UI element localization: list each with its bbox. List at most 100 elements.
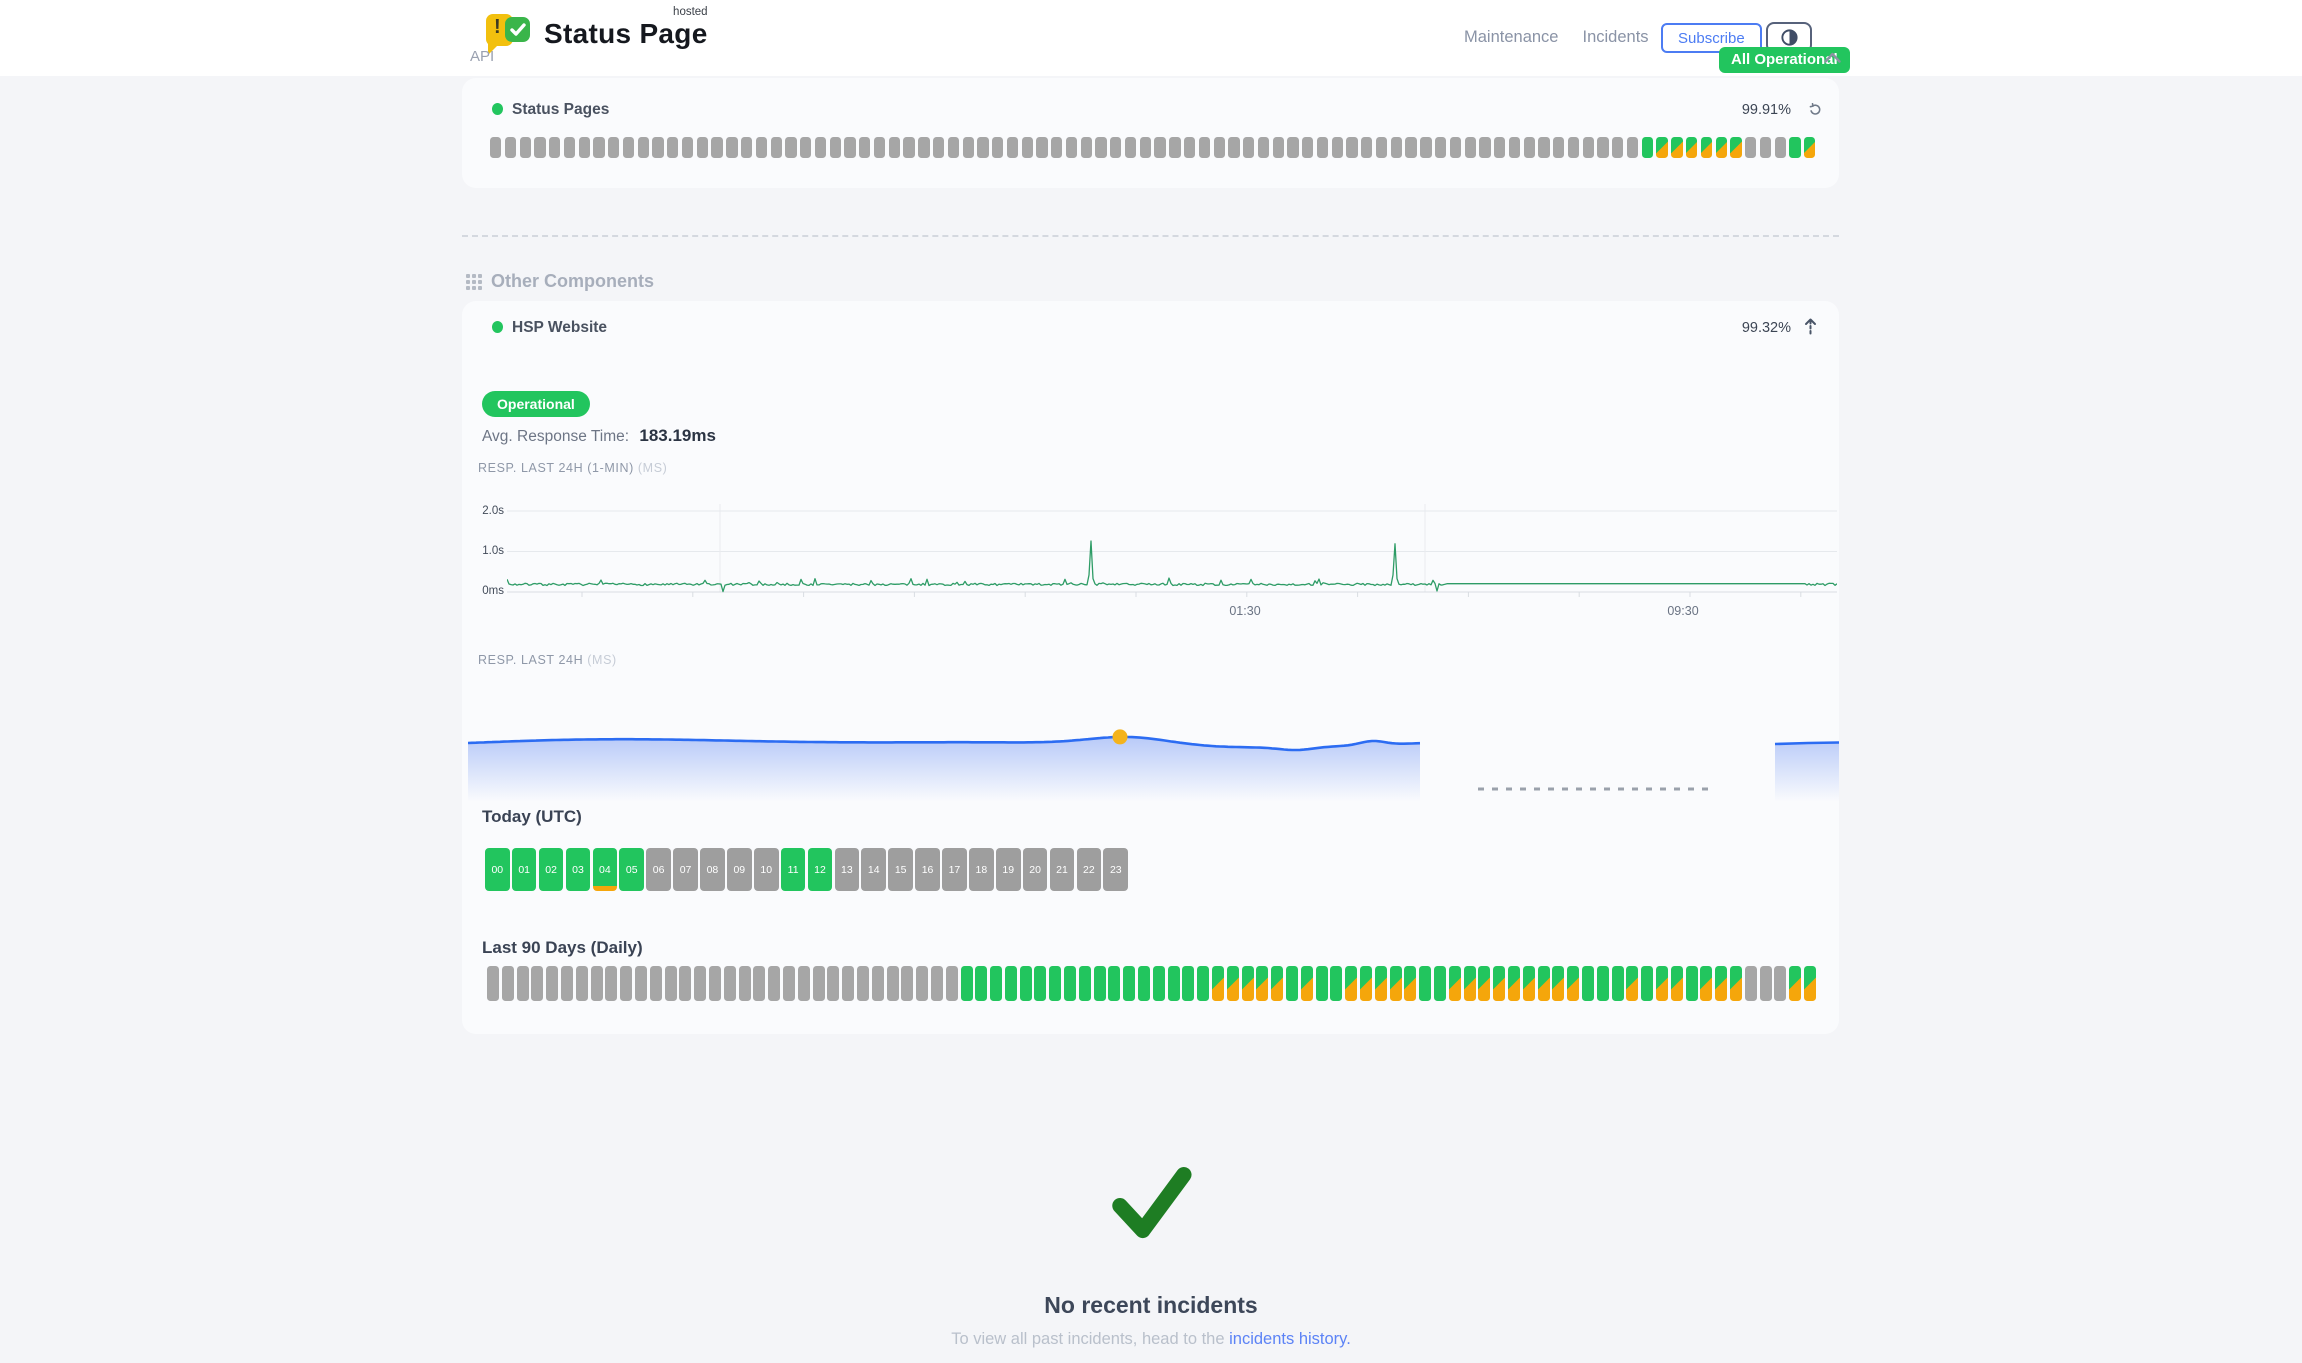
refresh-icon[interactable]: [1808, 103, 1823, 117]
uptime-bar[interactable]: [649, 966, 662, 1001]
uptime-bar[interactable]: [1300, 966, 1313, 1001]
uptime-bar[interactable]: [1759, 966, 1772, 1001]
uptime-bar[interactable]: [1228, 137, 1240, 158]
uptime-bar[interactable]: [1006, 137, 1019, 158]
uptime-bar[interactable]: [1019, 966, 1032, 1001]
hour-cell[interactable]: 04: [592, 848, 618, 891]
uptime-bar[interactable]: [1449, 137, 1462, 158]
uptime-bar[interactable]: [1671, 137, 1683, 158]
uptime-bar[interactable]: [1139, 137, 1151, 158]
uptime-bar[interactable]: [918, 137, 930, 158]
uptime-bar[interactable]: [726, 137, 738, 158]
uptime-bar[interactable]: [504, 137, 517, 158]
uptime-bar[interactable]: [696, 137, 709, 158]
uptime-bar[interactable]: [1626, 966, 1639, 1001]
uptime-bar[interactable]: [1051, 137, 1063, 158]
uptime-bar[interactable]: [812, 966, 825, 1001]
uptime-bar[interactable]: [578, 137, 590, 158]
uptime-bar[interactable]: [1478, 966, 1491, 1001]
uptime-bar[interactable]: [711, 137, 723, 158]
uptime-bar[interactable]: [1213, 137, 1225, 158]
uptime-bar[interactable]: [859, 137, 871, 158]
hour-cell[interactable]: 09: [727, 848, 752, 891]
uptime-bar[interactable]: [608, 137, 620, 158]
uptime-bar[interactable]: [1226, 966, 1239, 1001]
uptime-bar[interactable]: [1197, 966, 1210, 1001]
uptime-bar[interactable]: [634, 966, 647, 1001]
uptime-bar[interactable]: [932, 137, 945, 158]
uptime-bar[interactable]: [1360, 966, 1373, 1001]
uptime-bar[interactable]: [1152, 966, 1165, 1001]
uptime-bar[interactable]: [1493, 966, 1506, 1001]
uptime-bar[interactable]: [605, 966, 618, 1001]
uptime-bar[interactable]: [1715, 137, 1727, 158]
uptime-bar[interactable]: [1021, 137, 1033, 158]
uptime-bar[interactable]: [1507, 966, 1520, 1001]
uptime-bar[interactable]: [681, 137, 694, 158]
uptime-bar[interactable]: [797, 966, 810, 1001]
uptime-bar[interactable]: [694, 966, 707, 1001]
uptime-bar[interactable]: [901, 966, 914, 1001]
hour-cell[interactable]: 01: [511, 848, 537, 891]
hour-cell[interactable]: 13: [834, 848, 860, 891]
chevron-up-icon[interactable]: [1823, 51, 1842, 64]
uptime-bar[interactable]: [1700, 137, 1713, 158]
uptime-bar[interactable]: [1581, 966, 1594, 1001]
uptime-bar[interactable]: [1553, 137, 1565, 158]
uptime-bar[interactable]: [1523, 137, 1535, 158]
uptime-bar[interactable]: [1552, 966, 1565, 1001]
uptime-bar[interactable]: [1774, 966, 1787, 1001]
uptime-bar[interactable]: [1435, 137, 1447, 158]
uptime-bar[interactable]: [1124, 137, 1137, 158]
uptime-bar[interactable]: [1316, 137, 1329, 158]
hour-cell[interactable]: 06: [646, 848, 671, 891]
uptime-bar[interactable]: [501, 966, 514, 1001]
uptime-bar[interactable]: [1626, 137, 1639, 158]
uptime-bar[interactable]: [1271, 966, 1284, 1001]
uptime-bar[interactable]: [1345, 966, 1358, 1001]
uptime-bar[interactable]: [873, 137, 886, 158]
uptime-bar[interactable]: [1404, 966, 1417, 1001]
uptime-bar[interactable]: [975, 966, 988, 1001]
uptime-bar[interactable]: [1804, 137, 1816, 158]
hour-cell[interactable]: 20: [1022, 848, 1048, 891]
uptime-bar[interactable]: [1256, 966, 1269, 1001]
uptime-bar[interactable]: [1567, 137, 1580, 158]
uptime-bar[interactable]: [563, 137, 576, 158]
uptime-bar[interactable]: [1110, 137, 1122, 158]
uptime-bar[interactable]: [549, 137, 561, 158]
uptime-bar[interactable]: [1405, 137, 1417, 158]
uptime-bar[interactable]: [622, 137, 635, 158]
uptime-bar[interactable]: [977, 137, 989, 158]
uptime-bar[interactable]: [768, 966, 781, 1001]
uptime-bar[interactable]: [800, 137, 812, 158]
uptime-bar[interactable]: [1522, 966, 1535, 1001]
uptime-bar[interactable]: [1361, 137, 1373, 158]
uptime-bar[interactable]: [916, 966, 929, 1001]
uptime-bar[interactable]: [1389, 966, 1402, 1001]
uptime-bar[interactable]: [1774, 137, 1786, 158]
hour-cell[interactable]: 15: [888, 848, 913, 891]
uptime-bar[interactable]: [871, 966, 884, 1001]
uptime-bar[interactable]: [1464, 137, 1476, 158]
uptime-bar[interactable]: [1078, 966, 1091, 1001]
uptime-bar[interactable]: [1641, 966, 1654, 1001]
uptime-bar[interactable]: [992, 137, 1004, 158]
uptime-bar[interactable]: [856, 966, 869, 1001]
uptime-bar[interactable]: [1789, 966, 1802, 1001]
nav-incidents[interactable]: Incidents: [1582, 28, 1649, 46]
uptime-bar[interactable]: [546, 966, 559, 1001]
hour-cell[interactable]: 02: [538, 848, 564, 891]
uptime-bar[interactable]: [962, 137, 974, 158]
uptime-bar[interactable]: [1212, 966, 1225, 1001]
uptime-bar[interactable]: [1034, 966, 1047, 1001]
uptime-bar[interactable]: [708, 966, 721, 1001]
uptime-bar[interactable]: [1538, 137, 1550, 158]
hour-cell[interactable]: 18: [969, 848, 994, 891]
uptime-bar[interactable]: [1611, 966, 1624, 1001]
response-time-area-chart[interactable]: [468, 700, 1839, 810]
uptime-bar[interactable]: [1508, 137, 1521, 158]
uptime-bar[interactable]: [930, 966, 943, 1001]
uptime-bar[interactable]: [575, 966, 588, 1001]
arrow-up-icon[interactable]: [1804, 318, 1817, 338]
